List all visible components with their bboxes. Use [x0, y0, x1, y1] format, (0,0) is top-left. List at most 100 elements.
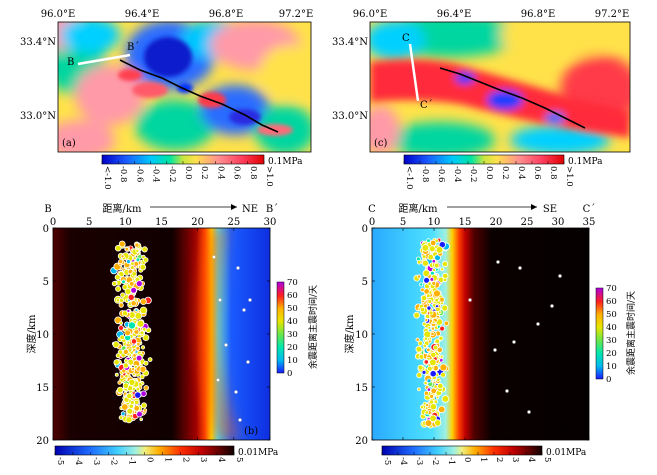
colorbar-tick-label: 5 [542, 457, 552, 462]
aftershock-point [423, 276, 431, 284]
colorbar-tick-label: -5 [382, 457, 392, 465]
profile-line-c [408, 43, 420, 102]
aftershock-point [427, 299, 433, 304]
aftershock-point [242, 308, 246, 312]
colorbar-tick-label: 0.4 [215, 166, 225, 180]
aftershock-point [550, 304, 554, 308]
aftershock-point [130, 261, 135, 266]
aftershock-point [427, 281, 432, 286]
colorbar-tick-label: -1 [127, 457, 137, 465]
aftershock-point [441, 260, 449, 268]
aftershock-point [134, 391, 142, 399]
y-tick-label: 0 [43, 224, 49, 235]
aftershock-point [428, 245, 436, 253]
colorbar-unit: 0.1MPa [268, 157, 303, 167]
lon-tick: 96.8°E [521, 9, 556, 20]
aftershock-point [420, 294, 428, 302]
colorbar-tick-label: >1.0 [564, 166, 574, 187]
aftershock-point [134, 308, 139, 312]
direction-label: NE [242, 204, 258, 215]
aftershock-point [119, 374, 125, 379]
colorbar-tick-label: 3 [198, 457, 208, 462]
lon-tick: 96.8°E [209, 9, 244, 20]
aftershock-point [118, 258, 124, 265]
section-end-label: C´ [583, 204, 596, 215]
aftershock-point [224, 343, 228, 347]
profile-start-label: B [67, 57, 74, 68]
aftershock-point [111, 280, 118, 287]
aftershock-point [136, 319, 145, 328]
y-tick-label: 20 [355, 436, 368, 447]
aftershock-point [423, 336, 428, 341]
aftershock-point [118, 240, 126, 248]
time-colorbar-label: 余震距离主震时间/天 [307, 285, 319, 369]
lon-tick: 96.0°E [41, 9, 76, 20]
aftershock-point [439, 354, 444, 359]
aftershock-point [418, 354, 425, 360]
aftershock-point [436, 377, 441, 382]
aftershock-point [439, 267, 444, 272]
aftershock-point [437, 382, 444, 390]
colorbar-tick-label: 3 [510, 457, 520, 462]
aftershock-point [248, 298, 252, 302]
aftershock-point [421, 254, 427, 260]
colorbar-tick-label: 10 [606, 362, 617, 372]
panel-label: (a) [62, 138, 76, 149]
aftershock-point [135, 386, 141, 392]
aftershock-point [426, 378, 432, 384]
y-axis-label: 深度/km [343, 314, 356, 353]
aftershock-point [423, 288, 430, 295]
lat-tick: 33.4°N [332, 37, 368, 48]
colorbar-tick-label: 0 [462, 457, 472, 462]
x-tick-label: 30 [264, 217, 277, 228]
aftershock-point [120, 254, 125, 259]
aftershock-point [142, 334, 150, 342]
aftershock-point [429, 277, 435, 282]
x-tick-label: 5 [86, 217, 92, 228]
colorbar-tick-label: -0.4 [151, 166, 161, 182]
aftershock-point [439, 325, 446, 332]
aftershock-point [135, 248, 140, 253]
aftershock-point [433, 262, 440, 269]
aftershock-point [118, 324, 125, 331]
colorbar-ticks: 0 10 20 30 40 50 60 70 [287, 278, 298, 379]
colorbar-ticks: <-1.0 -0.8 -0.6 -0.4 -0.2 0.0 0.2 0.4 0.6 0.8 >1.0 [101, 161, 274, 190]
aftershock-point [416, 259, 422, 265]
colorbar-tick-label: -2 [430, 457, 440, 465]
aftershock-point [417, 364, 424, 371]
aftershock-point [443, 320, 450, 327]
x-tick-label: 20 [191, 217, 204, 228]
colorbar-tick-label: 30 [606, 336, 617, 346]
aftershock-point [122, 362, 129, 369]
x-tick-label: 15 [459, 217, 472, 228]
aftershock-point [432, 289, 441, 298]
lon-tick: 96.4°E [437, 9, 472, 20]
aftershock-point [124, 246, 129, 252]
aftershock-point [434, 338, 440, 344]
aftershock-point [212, 255, 216, 259]
aftershock-point [428, 310, 434, 316]
y-tick-label: 20 [36, 436, 49, 447]
aftershock-point [415, 345, 423, 353]
aftershock-point [115, 353, 121, 359]
aftershock-point [128, 280, 135, 287]
x-tick-label: 25 [227, 217, 240, 228]
aftershock-point [113, 359, 120, 366]
colorbar-tick-label: -1 [446, 457, 456, 465]
aftershock-point [238, 418, 242, 422]
aftershock-point [117, 380, 122, 385]
aftershock-point [426, 238, 431, 243]
time-colorbar-left: 0 10 20 30 40 50 60 70 余震距离主震时间/天 [276, 278, 319, 379]
x-tick-label: 10 [428, 217, 441, 228]
colorbar-tick-label: 2 [494, 457, 504, 462]
aftershock-point [139, 264, 147, 271]
colorbar-tick-label: -2 [109, 457, 119, 465]
aftershock-point [518, 266, 522, 270]
x-tick-label: 10 [119, 217, 132, 228]
x-tick-label: 0 [50, 217, 56, 228]
colorbar-tick-label: 70 [606, 284, 617, 294]
section-start-label: B [44, 204, 51, 215]
aftershock-point [234, 390, 238, 394]
colorbar-tick-label: 70 [287, 278, 298, 288]
colorbar-tick-label: -3 [91, 457, 101, 465]
